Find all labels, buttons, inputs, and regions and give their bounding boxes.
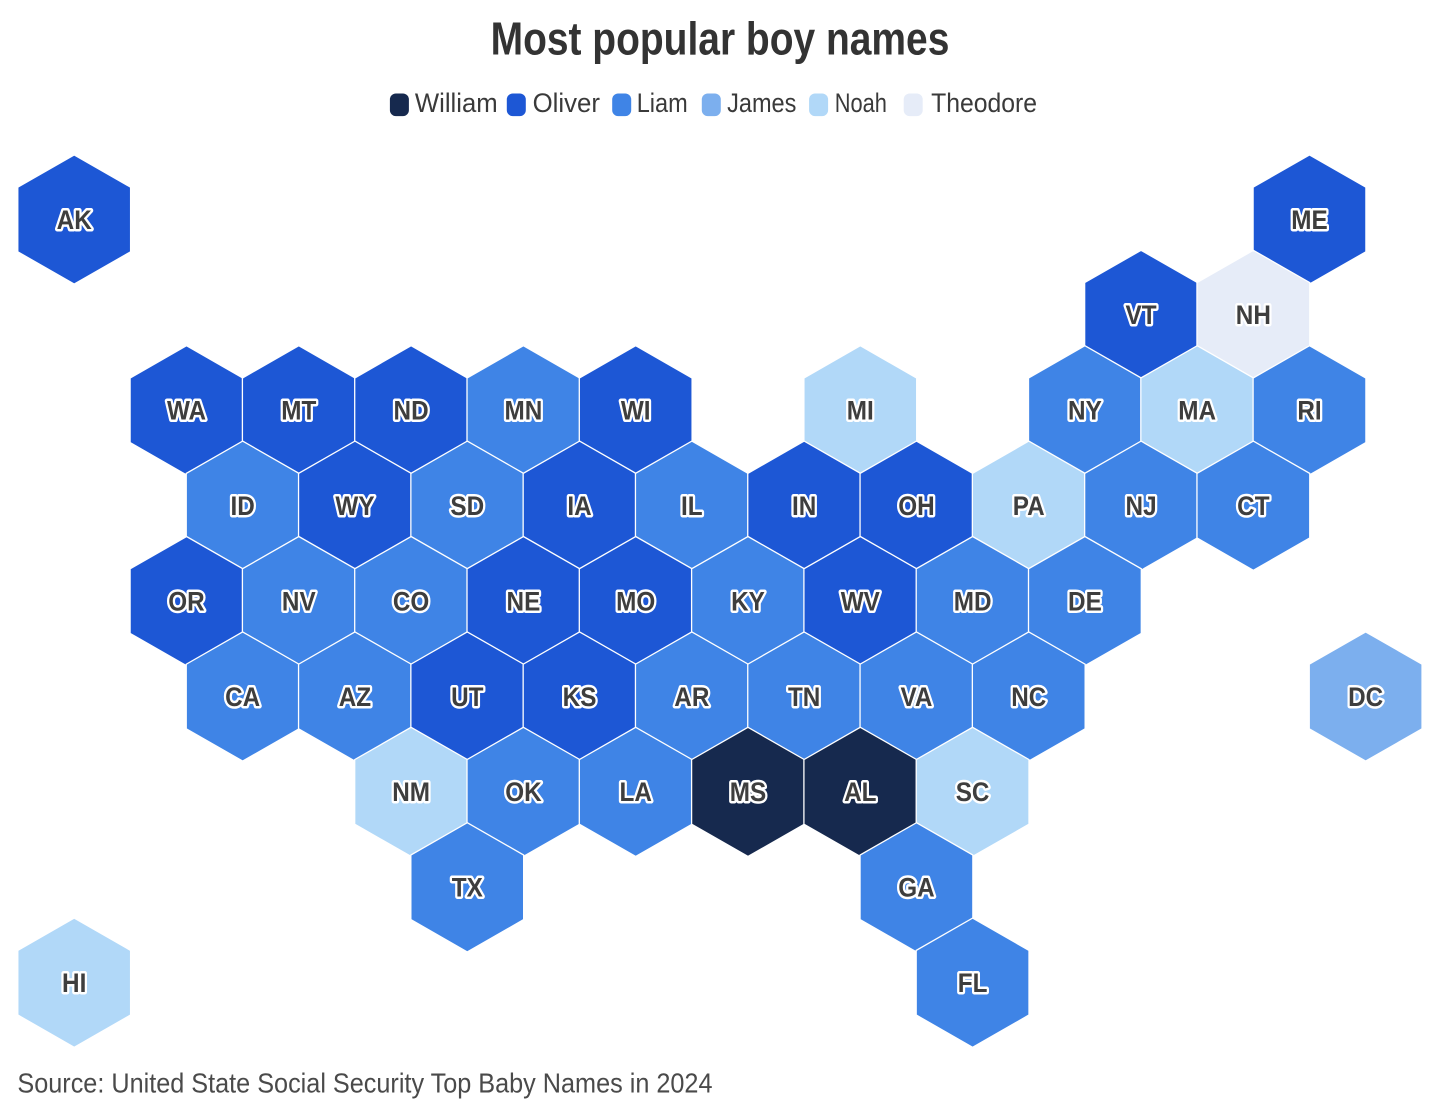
svg-text:FL: FL xyxy=(958,969,988,998)
svg-text:IA: IA xyxy=(567,492,591,521)
svg-text:MD: MD xyxy=(954,587,992,616)
svg-text:MS: MS xyxy=(730,778,766,807)
svg-text:Theodore: Theodore xyxy=(931,89,1037,118)
svg-text:Source: United State Social Se: Source: United State Social Security Top… xyxy=(17,1067,712,1099)
svg-text:AZ: AZ xyxy=(339,683,371,712)
svg-text:ND: ND xyxy=(394,396,429,425)
svg-text:KY: KY xyxy=(731,587,765,616)
svg-text:MO: MO xyxy=(616,587,655,616)
svg-text:DE: DE xyxy=(1068,587,1102,616)
svg-text:CO: CO xyxy=(393,587,429,616)
svg-text:IL: IL xyxy=(681,492,703,521)
svg-text:IN: IN xyxy=(792,492,816,521)
svg-text:HI: HI xyxy=(62,969,86,998)
svg-text:NV: NV xyxy=(282,587,316,616)
svg-text:AK: AK xyxy=(57,206,93,235)
svg-text:GA: GA xyxy=(898,873,934,902)
svg-text:CA: CA xyxy=(225,683,260,712)
svg-text:NJ: NJ xyxy=(1126,492,1157,521)
svg-text:WV: WV xyxy=(841,587,880,616)
svg-text:William: William xyxy=(415,88,498,119)
svg-text:PA: PA xyxy=(1013,492,1045,521)
svg-text:NC: NC xyxy=(1011,683,1046,712)
svg-text:MT: MT xyxy=(281,396,316,425)
svg-text:MN: MN xyxy=(505,396,543,425)
svg-text:UT: UT xyxy=(451,683,484,712)
svg-text:ID: ID xyxy=(230,492,254,521)
svg-text:VA: VA xyxy=(900,683,932,712)
svg-text:Liam: Liam xyxy=(637,89,688,119)
svg-text:WA: WA xyxy=(167,396,206,425)
svg-text:MA: MA xyxy=(1178,396,1216,425)
svg-text:NE: NE xyxy=(507,587,541,616)
svg-text:James: James xyxy=(727,89,796,119)
svg-text:WY: WY xyxy=(335,492,374,521)
svg-text:DC: DC xyxy=(1348,683,1383,712)
svg-text:NH: NH xyxy=(1236,301,1271,330)
svg-text:TX: TX xyxy=(452,873,483,902)
svg-text:RI: RI xyxy=(1297,396,1321,425)
svg-text:AL: AL xyxy=(844,778,876,807)
svg-text:NM: NM xyxy=(392,778,430,807)
svg-text:Oliver: Oliver xyxy=(533,88,601,119)
svg-text:AR: AR xyxy=(674,683,710,712)
svg-text:SD: SD xyxy=(450,492,484,521)
svg-text:ME: ME xyxy=(1291,206,1327,235)
svg-text:LA: LA xyxy=(620,778,652,807)
svg-text:Most popular boy names: Most popular boy names xyxy=(491,14,950,66)
svg-text:SC: SC xyxy=(956,778,990,807)
svg-text:OR: OR xyxy=(168,587,205,616)
svg-text:OK: OK xyxy=(505,778,542,807)
svg-text:NY: NY xyxy=(1068,396,1102,425)
svg-text:KS: KS xyxy=(563,683,597,712)
svg-text:CT: CT xyxy=(1237,492,1270,521)
svg-text:OH: OH xyxy=(898,492,934,521)
svg-text:Noah: Noah xyxy=(835,89,887,119)
svg-text:MI: MI xyxy=(847,396,874,425)
svg-text:TN: TN xyxy=(788,683,820,712)
svg-text:WI: WI xyxy=(621,396,651,425)
svg-text:VT: VT xyxy=(1126,301,1157,330)
